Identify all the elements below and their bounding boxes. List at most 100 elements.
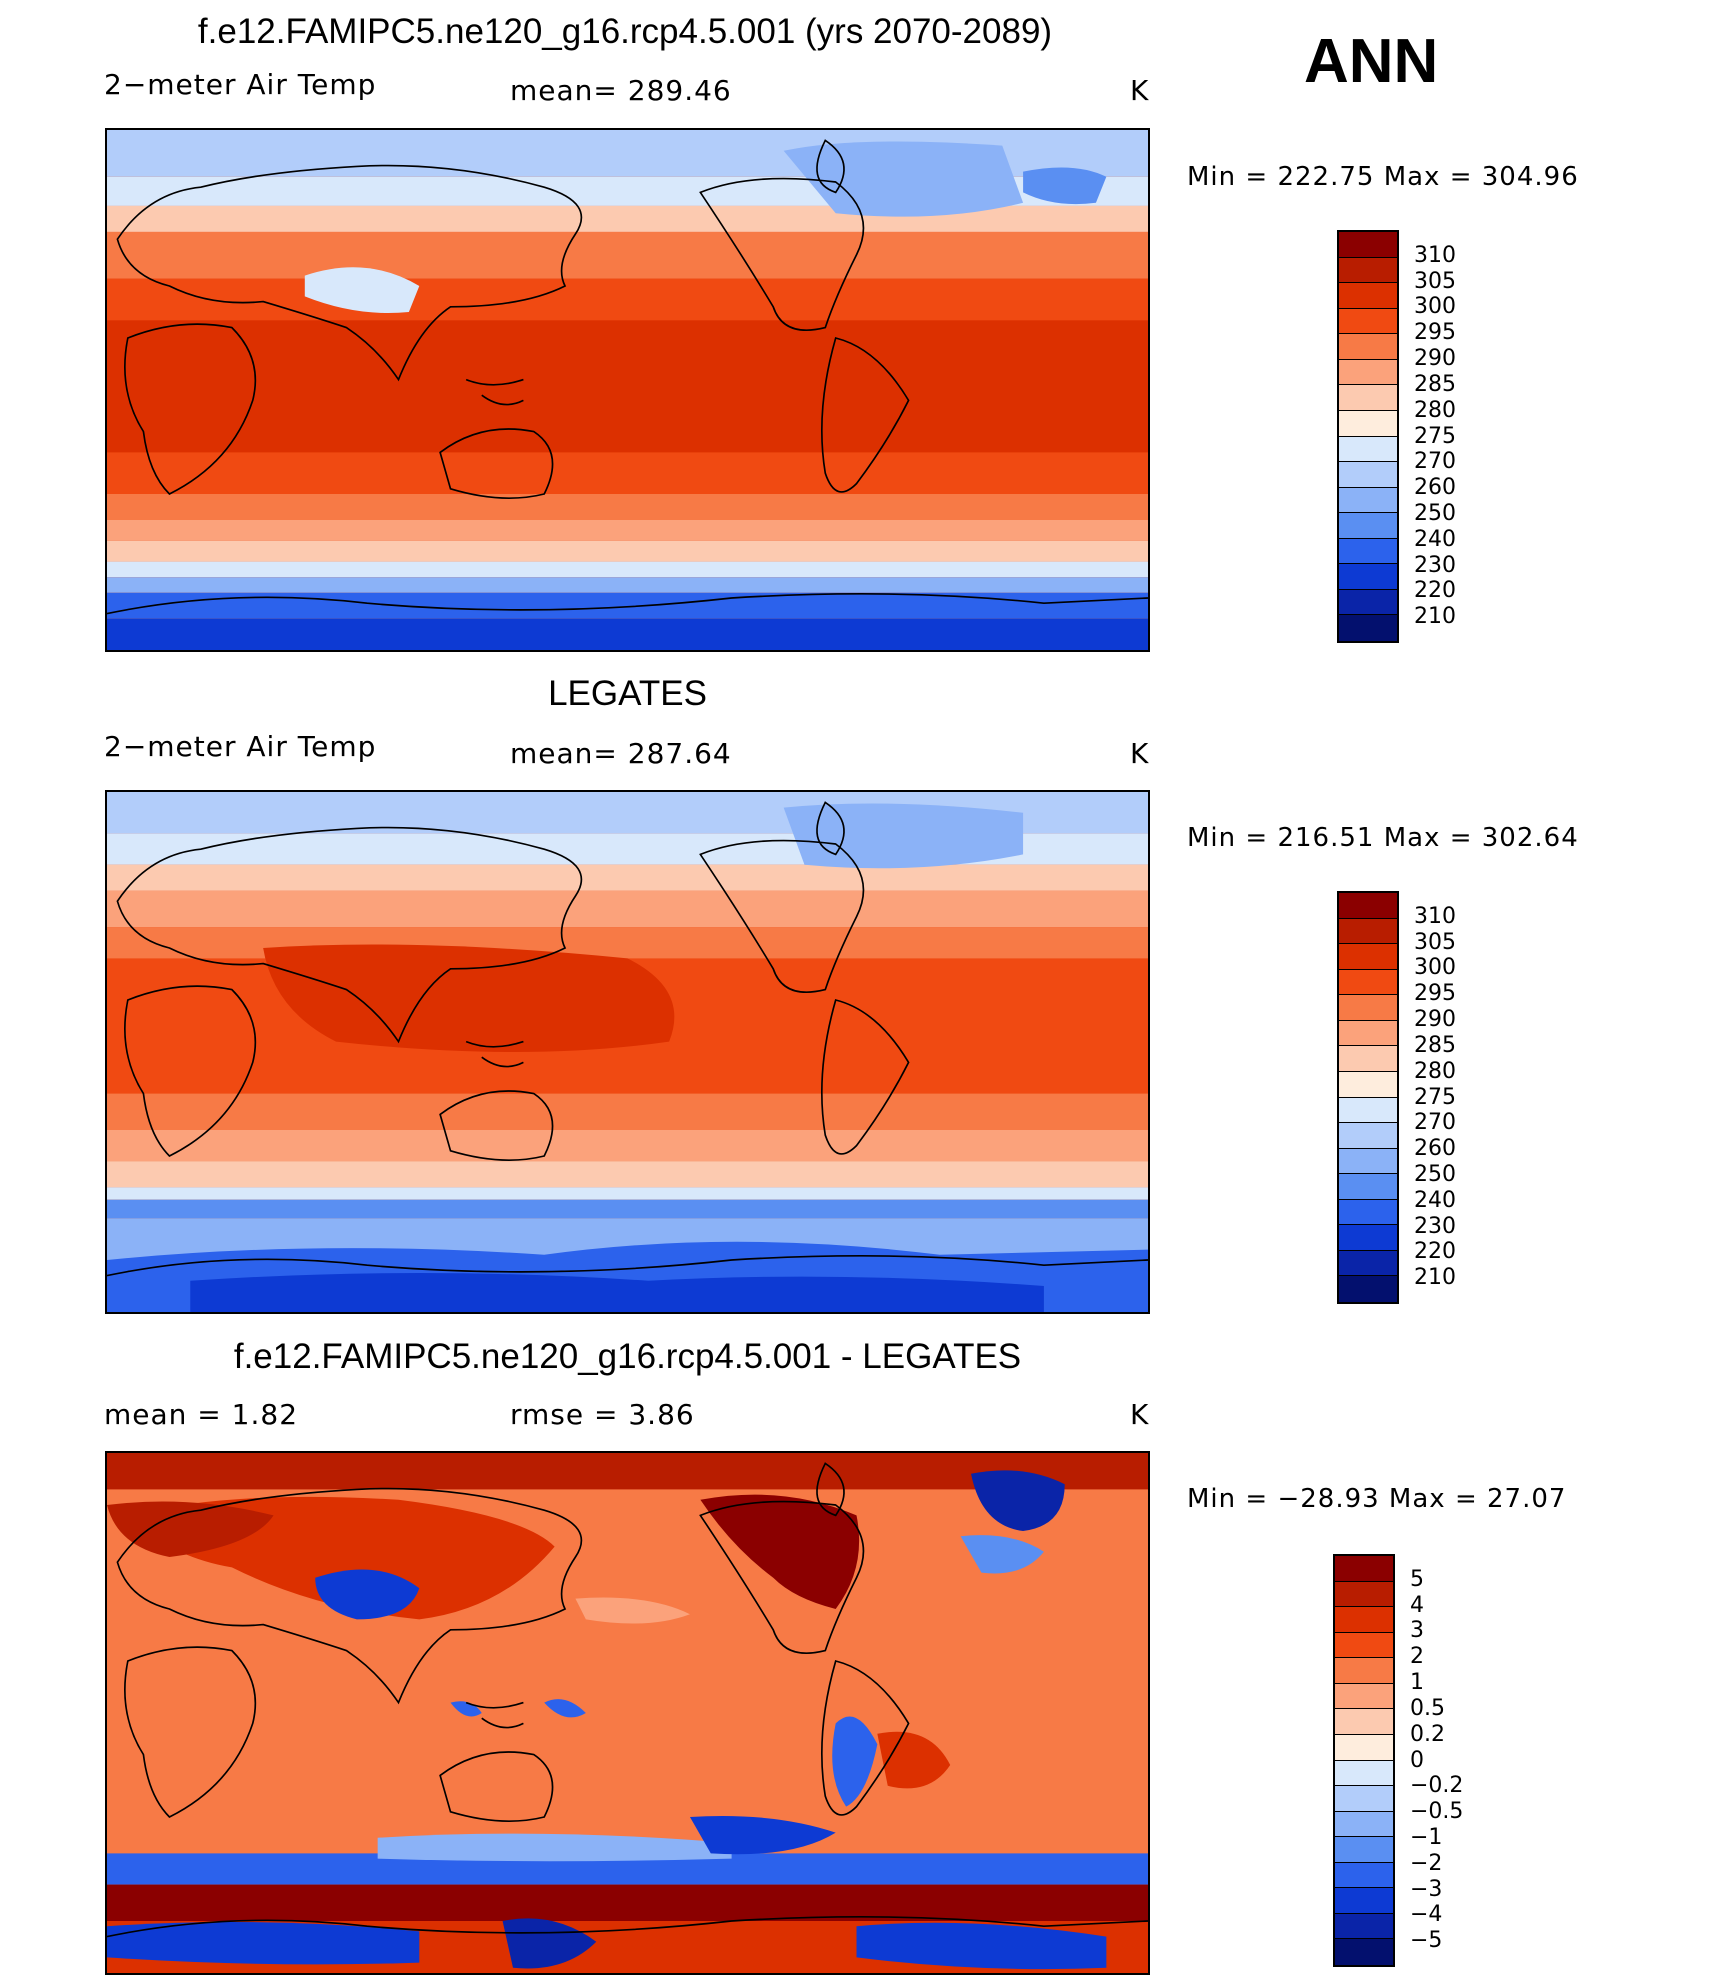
colorbar-label: 280 (1414, 397, 1456, 423)
colorbar-box (1339, 1071, 1397, 1098)
panel3-units-label: K (1130, 1398, 1150, 1431)
colorbar-label: 300 (1414, 294, 1456, 320)
colorbar-label: 220 (1414, 578, 1456, 604)
colorbar-label: 280 (1414, 1058, 1456, 1084)
panel1-minmax-label: Min = 222.75 Max = 304.96 (1187, 162, 1579, 192)
colorbar-box (1335, 1939, 1393, 1965)
colorbar-box (1335, 1888, 1393, 1914)
colorbar-label: 290 (1414, 1007, 1456, 1033)
colorbar-box (1339, 232, 1397, 258)
colorbar-box (1335, 1760, 1393, 1787)
colorbar-label: 220 (1414, 1239, 1456, 1265)
colorbar-label: 210 (1414, 1265, 1456, 1291)
colorbar-box (1339, 1148, 1397, 1175)
panel3-title: f.e12.FAMIPC5.ne120_g16.rcp4.5.001 - LEG… (233, 1337, 1022, 1376)
colorbar-box (1339, 995, 1397, 1021)
difference-map (105, 1451, 1150, 1975)
panel1-variable-label: 2−meter Air Temp (104, 68, 377, 101)
panel2-title: LEGATES (548, 674, 707, 713)
panel1-title: f.e12.FAMIPC5.ne120_g16.rcp4.5.001 (yrs … (197, 12, 1053, 51)
colorbar-label: 0.5 (1410, 1695, 1445, 1721)
colorbar-box (1339, 359, 1397, 386)
season-label: ANN (1304, 27, 1439, 96)
colorbar-box (1339, 1250, 1397, 1277)
colorbar-box (1339, 257, 1397, 284)
colorbar-box (1339, 615, 1397, 641)
panel3-colorbar (1333, 1554, 1395, 1967)
colorbar-label: 305 (1414, 268, 1456, 294)
panel1-colorbar (1337, 230, 1399, 643)
colorbar-label: −2 (1410, 1850, 1443, 1876)
panel1-colorbar-boxes (1339, 232, 1397, 641)
colorbar-box (1339, 918, 1397, 945)
panel1-units-label: K (1130, 74, 1150, 107)
model-temperature-map (105, 128, 1150, 652)
colorbar-box (1339, 1020, 1397, 1047)
colorbar-label: 230 (1414, 552, 1456, 578)
panel2-colorbar (1337, 891, 1399, 1304)
colorbar-box (1339, 436, 1397, 463)
colorbar-label: −0.2 (1410, 1773, 1464, 1799)
colorbar-label: 285 (1414, 1032, 1456, 1058)
colorbar-box (1335, 1862, 1393, 1889)
colorbar-label: 300 (1414, 955, 1456, 981)
colorbar-box (1335, 1709, 1393, 1735)
colorbar-label: 250 (1414, 1161, 1456, 1187)
colorbar-box (1335, 1811, 1393, 1838)
colorbar-label: 2 (1410, 1644, 1424, 1670)
colorbar-box (1335, 1556, 1393, 1582)
colorbar-box (1335, 1734, 1393, 1761)
colorbar-label: 0.2 (1410, 1721, 1445, 1747)
colorbar-box (1339, 1123, 1397, 1149)
colorbar-box (1339, 385, 1397, 411)
colorbar-box (1339, 589, 1397, 616)
colorbar-label: 210 (1414, 604, 1456, 630)
colorbar-label: −5 (1410, 1928, 1443, 1954)
panel2-mean-label: mean= 287.64 (510, 737, 732, 770)
colorbar-label: 305 (1414, 929, 1456, 955)
panel3-mean-label: mean = 1.82 (104, 1398, 299, 1431)
panel3-minmax-label: Min = −28.93 Max = 27.07 (1187, 1484, 1567, 1514)
colorbar-box (1339, 1199, 1397, 1226)
panel3-rmse-label: rmse = 3.86 (510, 1398, 695, 1431)
colorbar-box (1339, 969, 1397, 996)
colorbar-box (1339, 893, 1397, 919)
colorbar-label: 290 (1414, 346, 1456, 372)
colorbar-label: 240 (1414, 526, 1456, 552)
colorbar-label: 1 (1410, 1670, 1424, 1696)
colorbar-box (1339, 1046, 1397, 1072)
colorbar-label: 5 (1410, 1566, 1424, 1592)
colorbar-label: 230 (1414, 1213, 1456, 1239)
colorbar-label: 3 (1410, 1618, 1424, 1644)
colorbar-box (1335, 1837, 1393, 1863)
colorbar-label: 240 (1414, 1187, 1456, 1213)
colorbar-box (1339, 283, 1397, 309)
colorbar-box (1339, 944, 1397, 970)
observed-temperature-map (105, 790, 1150, 1314)
colorbar-label: 295 (1414, 320, 1456, 346)
colorbar-box (1339, 538, 1397, 565)
colorbar-box (1339, 410, 1397, 437)
colorbar-box (1339, 1225, 1397, 1251)
panel3-colorbar-boxes (1335, 1556, 1393, 1965)
colorbar-box (1335, 1683, 1393, 1710)
colorbar-label: −3 (1410, 1876, 1443, 1902)
colorbar-box (1339, 1097, 1397, 1124)
colorbar-label: 0 (1410, 1747, 1424, 1773)
colorbar-box (1339, 1276, 1397, 1302)
colorbar-box (1335, 1607, 1393, 1633)
panel1-mean-label: mean= 289.46 (510, 74, 732, 107)
colorbar-box (1335, 1786, 1393, 1812)
panel2-variable-label: 2−meter Air Temp (104, 730, 377, 763)
colorbar-box (1339, 1174, 1397, 1200)
colorbar-label: 275 (1414, 1084, 1456, 1110)
colorbar-box (1339, 462, 1397, 488)
colorbar-box (1339, 564, 1397, 590)
colorbar-box (1339, 334, 1397, 360)
panel2-minmax-label: Min = 216.51 Max = 302.64 (1187, 823, 1579, 853)
colorbar-label: −4 (1410, 1902, 1443, 1928)
colorbar-label: 285 (1414, 371, 1456, 397)
colorbar-label: 270 (1414, 449, 1456, 475)
colorbar-box (1339, 487, 1397, 514)
colorbar-label: 270 (1414, 1110, 1456, 1136)
